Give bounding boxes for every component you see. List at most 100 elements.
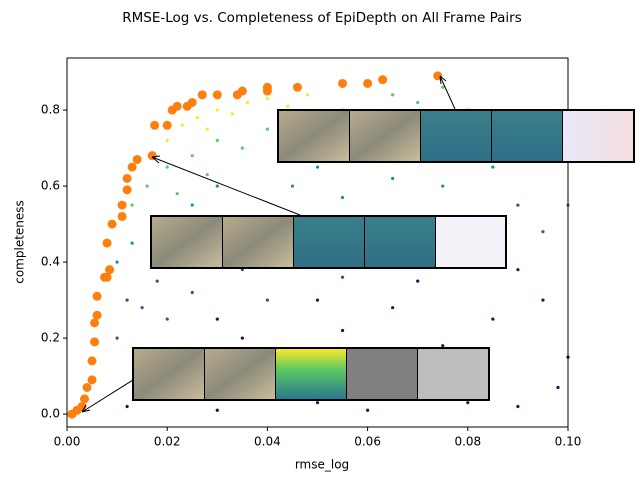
scatter-point bbox=[340, 275, 345, 279]
scatter-point bbox=[102, 238, 112, 248]
inset-image bbox=[563, 111, 633, 161]
scatter-point bbox=[150, 120, 160, 130]
inset-image bbox=[279, 111, 349, 161]
scatter-point bbox=[491, 317, 495, 321]
scatter-point bbox=[107, 219, 117, 229]
arrow bbox=[81, 379, 134, 413]
scatter-point bbox=[378, 75, 388, 85]
x-tick-label: 0.06 bbox=[354, 435, 381, 449]
scatter-point bbox=[315, 298, 320, 302]
scatter-point bbox=[90, 337, 100, 347]
x-tick-label: 0.10 bbox=[555, 435, 582, 449]
scatter-point bbox=[541, 230, 545, 234]
scatter-point bbox=[115, 336, 119, 340]
scatter-point bbox=[197, 90, 207, 100]
scatter-point bbox=[92, 291, 102, 301]
arrow bbox=[151, 155, 301, 216]
scatter-point bbox=[516, 268, 520, 272]
scatter-point bbox=[115, 260, 119, 264]
scatter-point bbox=[125, 298, 129, 302]
scatter-point bbox=[391, 176, 395, 181]
y-tick-label: 0.4 bbox=[41, 255, 60, 269]
scatter-point bbox=[237, 86, 247, 96]
scatter-point bbox=[292, 82, 302, 92]
scatter-point bbox=[80, 394, 90, 404]
scatter-point bbox=[416, 100, 420, 105]
chart-title: RMSE-Log vs. Completeness of EpiDepth on… bbox=[122, 10, 521, 26]
scatter-point bbox=[205, 127, 209, 131]
scatter-point bbox=[491, 165, 495, 169]
scatter-point bbox=[145, 184, 149, 188]
x-tick-label: 0.02 bbox=[154, 435, 181, 449]
scatter-point bbox=[155, 279, 159, 283]
scatter-point bbox=[165, 165, 169, 169]
scatter-point bbox=[441, 85, 445, 89]
inset-image bbox=[418, 349, 488, 399]
scatter-point bbox=[132, 154, 142, 164]
scatter-point bbox=[215, 184, 219, 188]
inset-top bbox=[277, 109, 635, 163]
scatter-point bbox=[92, 310, 102, 320]
inset-image bbox=[134, 349, 204, 399]
axes-frame bbox=[66, 57, 569, 428]
scatter-point bbox=[240, 336, 244, 340]
scatter-point bbox=[162, 120, 172, 130]
scatter-point bbox=[122, 173, 132, 183]
scatter-point bbox=[205, 173, 209, 177]
scatter-point bbox=[105, 265, 115, 275]
scatter-point bbox=[130, 203, 134, 207]
inset-image bbox=[152, 217, 222, 267]
scatter-point bbox=[102, 272, 112, 282]
scatter-point bbox=[82, 382, 92, 392]
scatter-point bbox=[117, 200, 127, 210]
scatter-point bbox=[391, 93, 395, 97]
scatter-point bbox=[262, 82, 272, 92]
scatter-point bbox=[195, 116, 199, 120]
scatter-point bbox=[441, 184, 445, 188]
scatter-point bbox=[366, 408, 370, 412]
scatter-point bbox=[541, 298, 545, 302]
scatter-point bbox=[265, 298, 269, 302]
scatter-point bbox=[265, 127, 269, 131]
inset-middle bbox=[150, 215, 507, 269]
y-axis-label: completeness bbox=[13, 200, 27, 284]
inset-image bbox=[205, 349, 275, 399]
scatter-point bbox=[556, 385, 560, 390]
scatter-point bbox=[441, 344, 445, 348]
x-tick-label: 0.04 bbox=[254, 435, 281, 449]
inset-image bbox=[350, 111, 420, 161]
scatter-point bbox=[315, 165, 320, 169]
inset-image bbox=[223, 217, 293, 267]
inset-image bbox=[421, 111, 491, 161]
y-tick-label: 0.0 bbox=[41, 407, 60, 421]
scatter-point bbox=[215, 317, 219, 321]
scatter-point bbox=[516, 404, 520, 409]
scatter-point bbox=[516, 203, 520, 207]
scatter-point bbox=[175, 192, 179, 196]
scatter-point bbox=[416, 279, 420, 283]
x-tick-label: 0.08 bbox=[454, 435, 481, 449]
inset-image bbox=[347, 349, 417, 399]
scatter-point bbox=[265, 97, 269, 101]
scatter-point bbox=[285, 104, 290, 108]
y-tick-label: 0.8 bbox=[41, 103, 60, 117]
scatter-point bbox=[230, 112, 234, 116]
inset-image bbox=[294, 217, 364, 267]
scatter-point bbox=[140, 306, 144, 310]
scatter-point bbox=[127, 162, 137, 172]
scatter-point bbox=[165, 138, 169, 143]
inset-image bbox=[436, 217, 505, 267]
scatter-point bbox=[363, 78, 373, 88]
scatter-point bbox=[215, 108, 219, 112]
scatter-point bbox=[172, 101, 182, 111]
plot-area bbox=[67, 71, 570, 419]
scatter-point bbox=[87, 375, 97, 385]
x-axis-label: rmse_log bbox=[295, 458, 349, 472]
scatter-point bbox=[338, 78, 348, 88]
y-tick-label: 0.2 bbox=[41, 331, 60, 345]
scatter-point bbox=[215, 138, 219, 143]
scatter-point bbox=[245, 100, 249, 105]
scatter-point bbox=[212, 90, 222, 100]
scatter-point bbox=[190, 290, 194, 295]
